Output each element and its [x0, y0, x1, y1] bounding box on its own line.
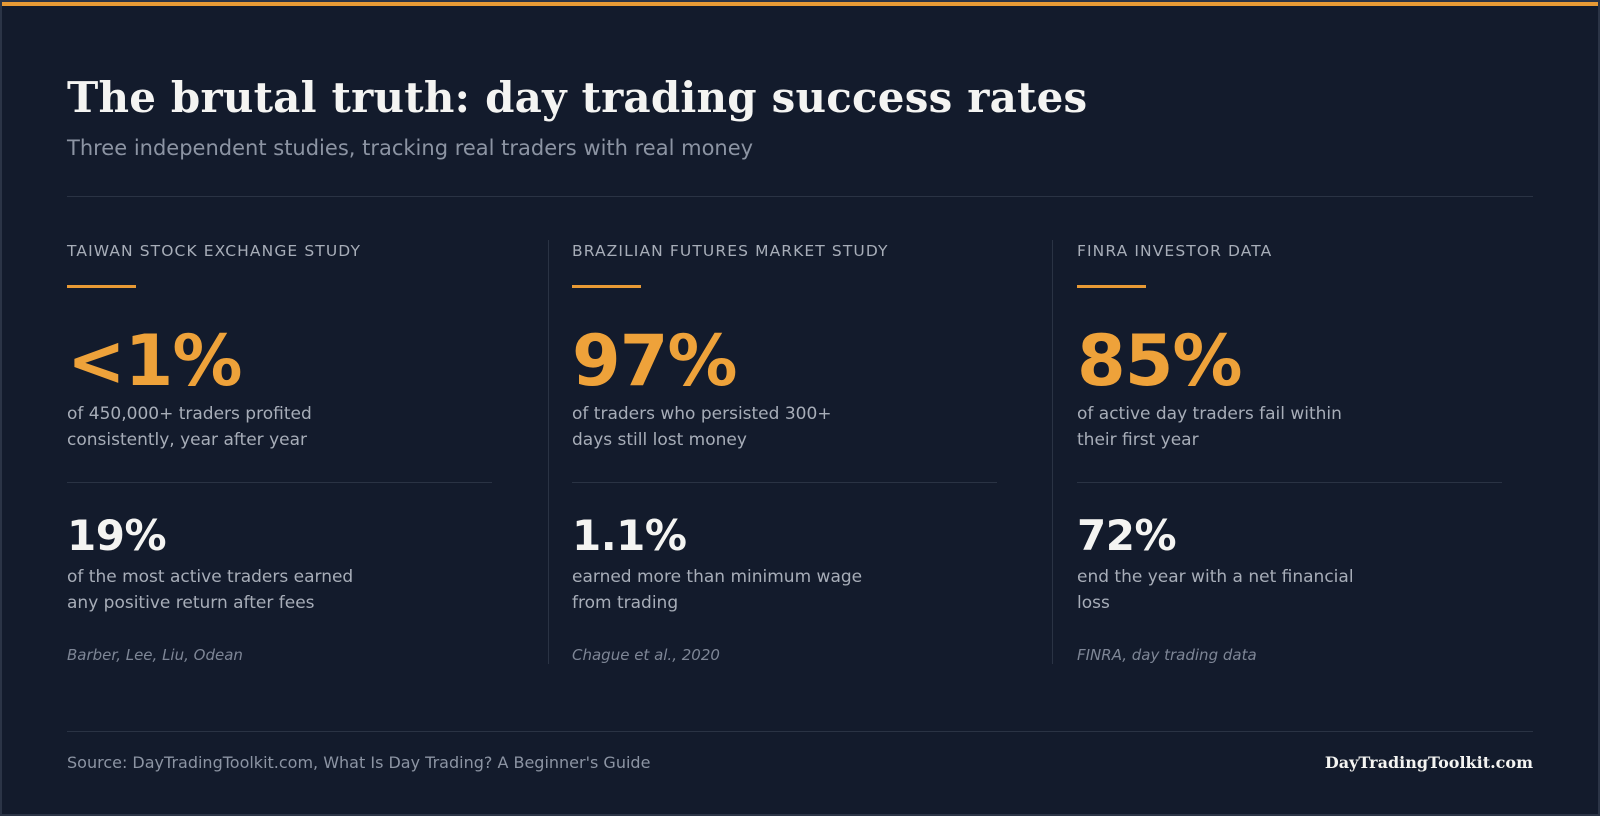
secondary-stat: 1.1% — [572, 511, 687, 560]
accent-underline — [572, 285, 641, 288]
study-citation: FINRA, day trading data — [1077, 646, 1257, 664]
study-citation: Chague et al., 2020 — [572, 646, 720, 664]
primary-stat-description: of 450,000+ traders profited consistentl… — [67, 404, 312, 450]
study-card-brazil: BRAZILIAN FUTURES MARKET STUDY 97% of tr… — [572, 240, 997, 690]
footer-divider — [67, 731, 1533, 732]
primary-stat: 85% — [1077, 320, 1243, 402]
primary-stat: <1% — [67, 320, 243, 402]
accent-underline — [67, 285, 136, 288]
secondary-stat-description: of the most active traders earned any po… — [67, 567, 354, 613]
accent-underline — [1077, 285, 1146, 288]
page-subtitle: Three independent studies, tracking real… — [67, 136, 754, 160]
study-label: TAIWAN STOCK EXCHANGE STUDY — [67, 242, 362, 260]
secondary-stat: 72% — [1077, 511, 1177, 560]
stat-divider — [1077, 482, 1502, 483]
page-title: The brutal truth: day trading success ra… — [67, 73, 1088, 122]
source-note: Source: DayTradingToolkit.com, What Is D… — [67, 753, 651, 772]
study-card-taiwan: TAIWAN STOCK EXCHANGE STUDY <1% of 450,0… — [67, 240, 492, 690]
secondary-stat: 19% — [67, 511, 167, 560]
column-divider — [1052, 240, 1053, 664]
study-card-finra: FINRA INVESTOR DATA 85% of active day tr… — [1077, 240, 1502, 690]
brand-wordmark: DayTradingToolkit.com — [1324, 753, 1533, 772]
header: The brutal truth: day trading success ra… — [67, 68, 1533, 162]
secondary-stat-description: earned more than minimum wage from tradi… — [572, 567, 863, 613]
top-accent-bar — [0, 0, 1600, 6]
column-divider — [548, 240, 549, 664]
study-label: FINRA INVESTOR DATA — [1077, 242, 1273, 260]
stat-divider — [572, 482, 997, 483]
primary-stat: 97% — [572, 320, 738, 402]
header-divider — [67, 196, 1533, 197]
primary-stat-description: of traders who persisted 300+ days still… — [572, 404, 832, 450]
secondary-stat-description: end the year with a net financial loss — [1077, 567, 1354, 613]
study-label: BRAZILIAN FUTURES MARKET STUDY — [572, 242, 889, 260]
primary-stat-description: of active day traders fail within their … — [1077, 404, 1342, 450]
stat-divider — [67, 482, 492, 483]
study-citation: Barber, Lee, Liu, Odean — [67, 646, 243, 664]
